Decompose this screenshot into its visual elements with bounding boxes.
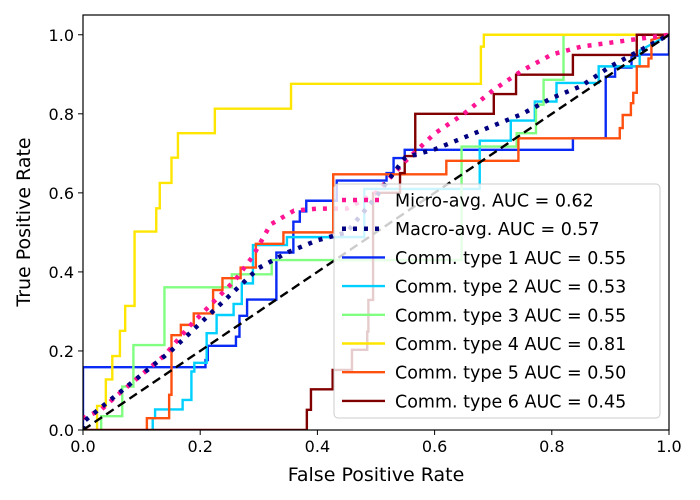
y-tick-label: 0.8 [49, 105, 74, 124]
series-line-6 [145, 33, 669, 430]
y-tick-label: 0.2 [49, 342, 74, 361]
series-line-5 [95, 33, 669, 430]
y-tick-label: 0.4 [49, 263, 74, 282]
series-line-2 [83, 34, 669, 430]
legend-label-2: Comm. type 1 AUC = 0.55 [395, 249, 626, 269]
legend-label-7: Comm. type 6 AUC = 0.45 [395, 392, 626, 412]
legend-label-1: Macro-avg. AUC = 0.57 [395, 220, 600, 240]
y-tick-label: 1.0 [49, 26, 74, 45]
legend-label-4: Comm. type 3 AUC = 0.55 [395, 306, 626, 326]
x-tick-label: 0.4 [305, 437, 330, 456]
x-axis-label: False Positive Rate [288, 464, 465, 486]
x-tick-label: 0.0 [70, 437, 95, 456]
y-axis: 0.0 0.2 0.4 0.6 0.8 1.0 [49, 26, 83, 440]
plot-frame [82, 14, 670, 431]
x-tick-label: 0.6 [422, 437, 447, 456]
legend-label-6: Comm. type 5 AUC = 0.50 [395, 364, 626, 384]
x-tick-label: 1.0 [656, 437, 681, 456]
legend-label-3: Comm. type 2 AUC = 0.53 [395, 278, 626, 298]
y-tick-label: 0.0 [49, 421, 74, 440]
y-axis-label: True Positive Rate [13, 137, 35, 307]
x-axis: 0.0 0.2 0.4 0.6 0.8 1.0 [70, 430, 682, 456]
x-tick-label: 0.8 [539, 437, 564, 456]
legend-box [333, 183, 661, 419]
series-line-1 [83, 32, 669, 430]
legend-label-5: Comm. type 4 AUC = 0.81 [395, 335, 626, 355]
y-tick-label: 0.6 [49, 184, 74, 203]
x-tick-label: 0.2 [187, 437, 212, 456]
series-line-3 [151, 33, 669, 430]
legend-label-0: Micro-avg. AUC = 0.62 [395, 192, 594, 212]
legend: Micro-avg. AUC = 0.62 Macro-avg. AUC = 0.… [333, 183, 661, 419]
